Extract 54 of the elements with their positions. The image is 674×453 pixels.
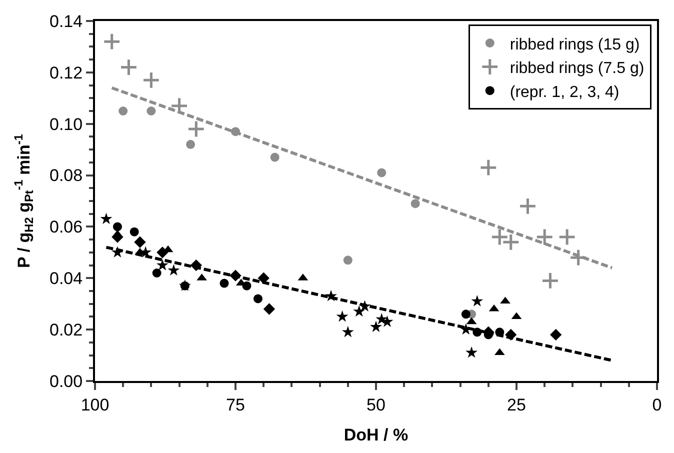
point	[336, 310, 348, 322]
point	[370, 320, 382, 332]
point	[186, 140, 196, 149]
point	[168, 264, 180, 276]
y-tick-label: 0.14	[50, 12, 83, 31]
point	[558, 228, 576, 246]
point	[377, 168, 386, 178]
point	[541, 272, 560, 290]
legend-label: ribbed rings (15 g)	[510, 36, 640, 54]
point	[130, 227, 139, 236]
point	[134, 236, 146, 248]
point	[118, 106, 128, 116]
point	[536, 228, 554, 246]
point	[466, 346, 478, 358]
point	[353, 305, 366, 317]
point	[569, 248, 588, 267]
point	[152, 268, 162, 278]
point	[220, 278, 229, 288]
point	[343, 256, 352, 265]
y-tick-label: 0.12	[50, 63, 83, 82]
x-tick-label: 0	[652, 395, 662, 414]
point	[258, 272, 270, 284]
y-tick-label: 0.10	[50, 114, 83, 134]
y-tick-label: 0.06	[50, 218, 83, 237]
y-tick-label: 0.08	[50, 166, 83, 186]
point	[410, 199, 420, 208]
point	[342, 326, 354, 338]
x-tick-label: 100	[80, 395, 110, 414]
point	[120, 58, 138, 76]
y-tick-label: 0.02	[50, 320, 83, 340]
y-tick-label: 0.04	[50, 269, 83, 288]
point	[112, 222, 122, 232]
x-tick-label: 25	[507, 395, 526, 414]
point	[471, 294, 484, 306]
point	[146, 106, 156, 116]
point	[263, 303, 276, 315]
point	[253, 294, 262, 304]
point	[187, 120, 206, 138]
point	[102, 32, 121, 51]
y-tick-label: 0.00	[50, 372, 83, 391]
x-axis-title: DoH / %	[344, 425, 408, 444]
legend-label: (repr. 1, 2, 3, 4)	[510, 84, 620, 101]
point	[518, 197, 537, 216]
x-tick-label: 75	[226, 395, 245, 414]
point	[270, 152, 280, 162]
legend-label: ribbed rings (7.5 g)	[510, 60, 644, 78]
point	[156, 258, 168, 270]
point	[479, 158, 498, 177]
point	[500, 296, 510, 304]
point	[461, 310, 470, 319]
point	[550, 328, 562, 341]
point	[142, 71, 160, 90]
point	[100, 212, 112, 224]
x-tick-label: 50	[366, 395, 386, 414]
